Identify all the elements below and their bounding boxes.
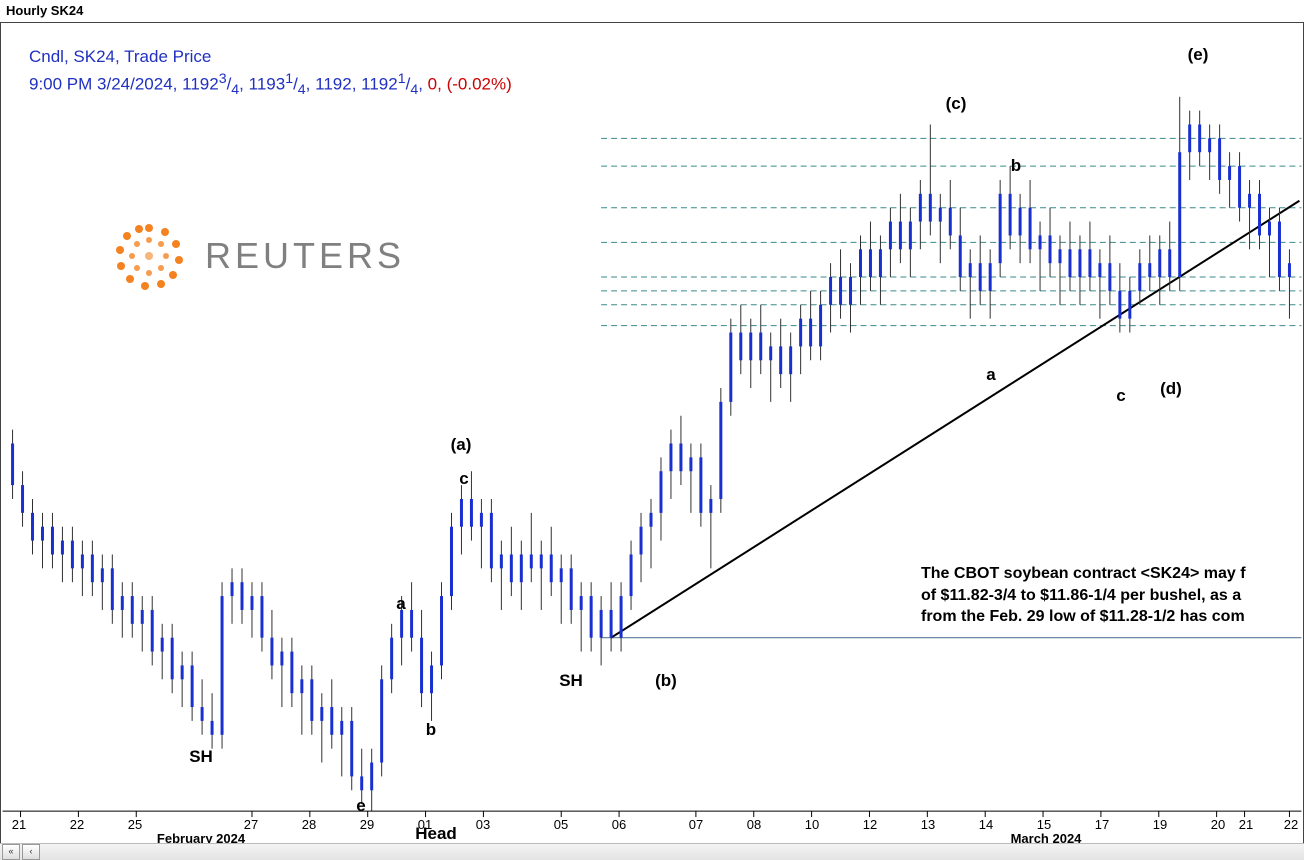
window-title: Hourly SK24 [0,0,1304,23]
wave-label: (a) [451,435,472,455]
commentary-text: The CBOT soybean contract <SK24> may fof… [921,563,1246,628]
scroll-rewind-button[interactable]: « [2,844,20,860]
wave-label: (c) [946,94,967,114]
x-tick-label: 22 [70,817,84,832]
wave-label: c [1116,386,1125,406]
wave-label: Head [415,824,457,844]
plot-area: Cndl, SK24, Trade Price 9:00 PM 3/24/202… [0,22,1304,844]
x-tick-label: 12 [863,817,877,832]
wave-label: a [986,365,995,385]
x-tick-label: 29 [360,817,374,832]
x-tick-label: 28 [302,817,316,832]
x-tick-label: 25 [128,817,142,832]
x-tick-label: 21 [12,817,26,832]
wave-label: a [396,594,405,614]
scroll-left-button[interactable]: ‹ [22,844,40,860]
wave-label: SH [559,671,583,691]
wave-label: (b) [655,671,677,691]
wave-label: e [356,796,365,816]
x-tick-label: 17 [1095,817,1109,832]
candlestick-chart [1,23,1303,843]
wave-label: b [426,720,436,740]
x-tick-label: 13 [921,817,935,832]
wave-label: (d) [1160,379,1182,399]
x-tick-label: 22 [1284,817,1298,832]
x-tick-label: 21 [1239,817,1253,832]
x-tick-label: 20 [1211,817,1225,832]
scrollbar[interactable]: « ‹ [0,843,1304,860]
wave-label: b [1011,156,1021,176]
x-tick-label: 08 [747,817,761,832]
x-tick-label: 15 [1037,817,1051,832]
x-tick-label: 19 [1153,817,1167,832]
x-tick-label: 06 [612,817,626,832]
x-tick-label: 03 [476,817,490,832]
x-tick-label: 07 [689,817,703,832]
chart-window: Hourly SK24 Cndl, SK24, Trade Price 9:00… [0,0,1304,860]
x-tick-label: 27 [244,817,258,832]
wave-label: (e) [1188,45,1209,65]
x-tick-label: 14 [979,817,993,832]
wave-label: SH [189,747,213,767]
wave-label: c [459,469,468,489]
x-tick-label: 05 [554,817,568,832]
x-tick-label: 10 [805,817,819,832]
